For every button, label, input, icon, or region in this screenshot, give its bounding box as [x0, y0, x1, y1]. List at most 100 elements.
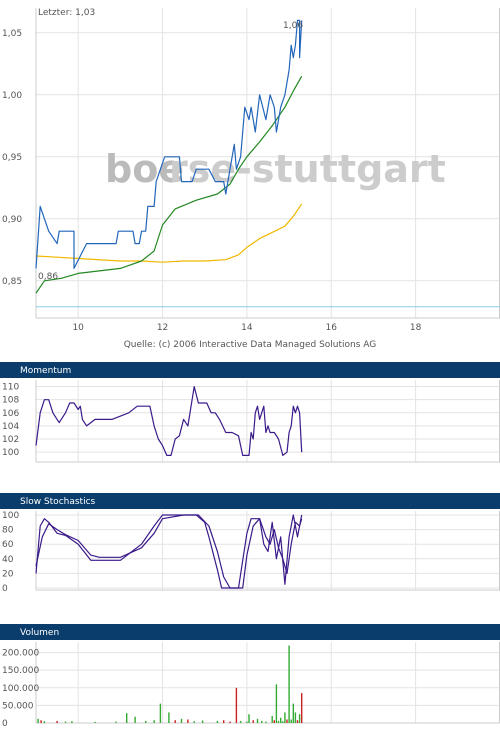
volume-bar: [265, 721, 267, 723]
stochastics-header: [0, 493, 500, 509]
volume-bar: [301, 693, 303, 723]
volume-bar: [43, 721, 46, 723]
momentum-grid: [35, 380, 500, 463]
y-tick-label: 106: [2, 409, 19, 419]
volume-bar: [298, 714, 301, 723]
volume-bar: [126, 713, 128, 723]
volume-bar: [239, 720, 242, 723]
volume-bar: [193, 721, 195, 723]
volume-bar: [273, 720, 275, 723]
x-tick-label: 18: [410, 323, 422, 333]
volume-bar: [216, 720, 219, 723]
stochastics-series-group: [35, 514, 303, 589]
y-tick-label: 1,00: [2, 91, 22, 101]
volume-title: Volumen: [20, 628, 59, 638]
volume-bar: [246, 721, 248, 723]
volume-bar: [294, 712, 297, 723]
annotation-low: 0,86: [38, 272, 58, 282]
volume-bar: [292, 703, 294, 723]
stochastics-panel: Slow Stochastics 0 20 40 60 80 100: [0, 493, 500, 594]
y-tick-label: 100: [2, 511, 19, 521]
x-tick-label: 16: [326, 323, 338, 333]
volume-bar: [159, 703, 162, 723]
volume-bar: [235, 687, 238, 723]
source-label: Quelle: (c) 2006 Interactive Data Manage…: [124, 340, 377, 350]
annotation-high: 1,06: [283, 21, 303, 31]
y-tick-label: 0,85: [2, 277, 22, 287]
volume-bar: [56, 720, 58, 723]
volume-bar: [115, 721, 117, 723]
y-tick-label: 104: [2, 422, 19, 432]
ma_slow-line: [35, 203, 303, 263]
y-tick-label: 108: [2, 396, 19, 406]
y-tick-label: 20: [2, 569, 14, 579]
volume-bar: [296, 720, 299, 723]
volume-bar: [290, 719, 292, 723]
x-tick-label: 14: [241, 323, 253, 333]
x-tick-label: 10: [72, 323, 84, 333]
volume-y-ticks: 0 50.000 100.000 150.000 200.000: [2, 649, 39, 729]
volume-bar: [201, 720, 204, 723]
volume-bar: [288, 645, 290, 723]
stoch_d-line: [35, 514, 303, 589]
y-tick-label: 0: [2, 719, 8, 729]
volume-bar: [280, 717, 282, 723]
momentum-title: Momentum: [20, 366, 71, 376]
y-tick-label: 100: [2, 448, 19, 458]
volume-bar: [153, 720, 155, 723]
volume-bar: [271, 716, 273, 723]
volume-bar: [168, 712, 170, 723]
y-tick-label: 50.000: [2, 701, 34, 711]
x-tick-label: 12: [157, 323, 168, 333]
volume-bar: [277, 720, 280, 723]
momentum-y-ticks: 100 102 104 106 108 110: [2, 383, 19, 459]
last-price-label: Letzter: 1,03: [38, 8, 95, 18]
volume-bar: [286, 719, 288, 723]
y-tick-label: 60: [2, 540, 14, 550]
volume-bar: [256, 718, 259, 723]
price-x-ticks: 10 12 14 16 18: [72, 323, 421, 333]
ma_fast-line: [35, 75, 303, 294]
volume-bar: [40, 720, 42, 723]
volume-bar: [252, 720, 254, 723]
y-tick-label: 102: [2, 435, 19, 445]
y-tick-label: 150.000: [2, 666, 39, 676]
price-series-group: [35, 19, 500, 308]
y-tick-label: 0,95: [2, 153, 22, 163]
price-line: [35, 19, 303, 269]
volume-bar: [187, 719, 189, 723]
price-chart: Letzter: 1,03 boe rse-stuttgart 1,06 0,8…: [2, 8, 500, 350]
momentum-panel: Momentum 100 102 104 106 108 110: [0, 362, 500, 463]
volume-bars-group: [37, 645, 303, 723]
watermark-prefix: boe: [105, 147, 184, 191]
y-tick-label: 0: [2, 584, 8, 594]
y-tick-label: 40: [2, 555, 14, 565]
y-tick-label: 110: [2, 383, 19, 393]
stochastics-y-ticks: 0 20 40 60 80 100: [2, 511, 19, 594]
volume-bar: [223, 720, 225, 723]
momentum-series-group: [35, 386, 303, 456]
y-tick-label: 100.000: [2, 684, 39, 694]
volume-bar: [64, 721, 67, 723]
y-tick-label: 1,05: [2, 29, 22, 39]
volume-panel: Volumen 0 50.000 100.000 150.000 200.000: [0, 624, 500, 729]
volume-header: [0, 624, 500, 640]
y-tick-label: 200.000: [2, 649, 39, 659]
y-tick-label: 80: [2, 526, 14, 536]
volume-bar: [37, 718, 39, 723]
price-y-ticks: 0,85 0,90 0,95 1,00 1,05: [2, 29, 22, 287]
momentum-line: [35, 386, 303, 456]
stochastics-title: Slow Stochastics: [20, 497, 96, 507]
volume-bar: [248, 714, 250, 723]
volume-bar: [229, 721, 231, 723]
y-tick-label: 0,90: [2, 215, 22, 225]
volume-bar: [180, 718, 183, 723]
momentum-header: [0, 362, 500, 378]
stochastics-grid: [35, 511, 500, 591]
volume-grid: [35, 642, 500, 724]
volume-bar: [71, 721, 73, 723]
volume-bar: [94, 721, 96, 723]
volume-bar: [134, 716, 136, 723]
volume-bar: [174, 720, 176, 723]
volume-bar: [145, 720, 147, 723]
